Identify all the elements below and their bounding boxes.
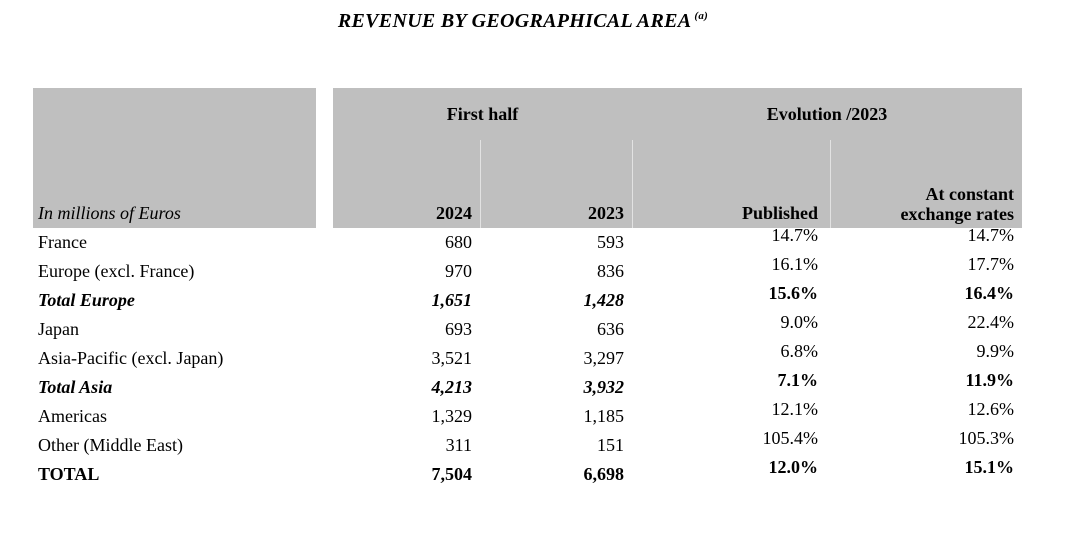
table-row: Total Asia 4,213 3,932 7.1% 11.9% [33,370,1022,402]
column-divider [830,140,831,228]
table-row: TOTAL 7,504 6,698 12.0% 15.1% [33,457,1022,489]
table-body: France 680 593 14.7% 14.7% Europe (excl.… [33,225,1022,489]
row-label: Asia-Pacific (excl. Japan) [38,348,224,368]
column-header-published: Published [741,203,818,223]
value-2024: 680 [445,232,472,252]
evolution-published: 7.1% [777,370,819,390]
row-label: TOTAL [38,464,100,484]
value-2023: 151 [597,435,624,455]
evolution-constant-rates: 16.4% [964,283,1015,303]
evolution-published: 14.7% [771,225,819,245]
column-header-2023: 2023 [588,203,624,223]
evolution-published: 12.1% [771,399,819,419]
column-divider [480,140,481,228]
value-2023: 3,297 [583,348,625,368]
evolution-constant-rates: 14.7% [967,225,1015,245]
evolution-published: 105.4% [762,428,819,448]
column-header-2024: 2024 [436,203,472,223]
row-label: Japan [38,319,79,339]
evolution-constant-rates: 12.6% [967,399,1015,419]
group-header-evolution: Evolution /2023 [766,104,888,124]
evolution-published: 15.6% [768,283,819,303]
value-2024: 1,651 [431,290,473,310]
evolution-constant-rates: 22.4% [967,312,1015,332]
evolution-published: 6.8% [780,341,819,361]
value-2024: 4,213 [431,377,473,397]
table-row: Europe (excl. France) 970 836 16.1% 17.7… [33,254,1022,286]
revenue-table: In millions of Euros First half Evolutio… [33,88,1022,489]
table-row: Japan 693 636 9.0% 22.4% [33,312,1022,344]
page-title-text: REVENUE BY GEOGRAPHICAL AREA [337,10,692,32]
evolution-constant-rates: 11.9% [965,370,1014,390]
row-label: Total Asia [38,377,113,397]
row-label: Europe (excl. France) [38,261,195,281]
evolution-published: 12.0% [768,457,819,477]
value-2024: 970 [445,261,472,281]
value-2024: 693 [445,319,472,339]
table-row: Americas 1,329 1,185 12.1% 12.6% [33,399,1022,431]
title-footnote-ref: (a) [694,10,709,23]
evolution-constant-rates: 15.1% [964,457,1015,477]
value-2024: 311 [445,435,472,455]
value-2024: 1,329 [431,406,473,426]
table-header: In millions of Euros First half Evolutio… [33,88,1022,228]
row-label: Americas [38,406,107,426]
evolution-constant-rates: 9.9% [976,341,1015,361]
value-2023: 836 [597,261,624,281]
value-2023: 1,185 [583,406,625,426]
value-2023: 1,428 [583,290,625,310]
table-row: Asia-Pacific (excl. Japan) 3,521 3,297 6… [33,341,1022,373]
value-2023: 636 [597,319,624,339]
evolution-published: 9.0% [780,312,819,332]
row-label: France [38,232,87,252]
group-header-first-half: First half [446,104,519,124]
unit-label: In millions of Euros [38,203,181,223]
value-2023: 593 [597,232,624,252]
table-row: France 680 593 14.7% 14.7% [33,225,1022,257]
table-row: Total Europe 1,651 1,428 15.6% 16.4% [33,283,1022,315]
value-2023: 6,698 [583,464,625,484]
row-label: Total Europe [38,290,135,310]
evolution-constant-rates: 17.7% [967,254,1015,274]
evolution-published: 16.1% [771,254,819,274]
value-2024: 3,521 [431,348,473,368]
row-label: Other (Middle East) [38,435,183,455]
evolution-constant-rates: 105.3% [958,428,1015,448]
column-divider [632,140,633,228]
value-2023: 3,932 [583,377,625,397]
value-2024: 7,504 [431,464,473,484]
header-unit-block: In millions of Euros [33,88,316,228]
page-title: REVENUE BY GEOGRAPHICAL AREA (a) [0,10,1046,33]
table-row: Other (Middle East) 311 151 105.4% 105.3… [33,428,1022,460]
column-header-constant-rates: At constant exchange rates [900,184,1014,224]
header-columns-block: First half Evolution /2023 2024 2023 Pub… [333,88,1022,228]
